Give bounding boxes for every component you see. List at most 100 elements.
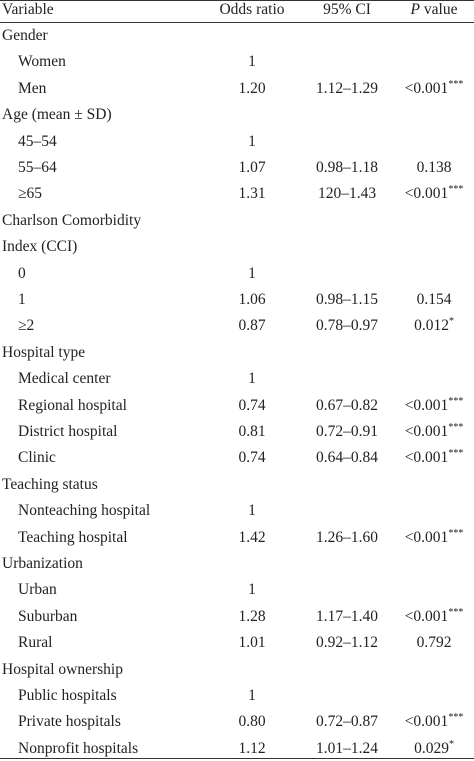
p-value-text: 0.029: [414, 739, 449, 757]
p-value-text: <0.001: [404, 607, 449, 625]
table-row: Men 1.20 1.12–1.29 <0.001***: [0, 79, 474, 101]
row-label: Women: [18, 53, 66, 71]
table-row: Teaching status: [0, 475, 474, 497]
ci-cell: 0.72–0.87: [316, 713, 378, 731]
significance-marker: ***: [448, 448, 464, 460]
row-label: Regional hospital: [18, 396, 127, 414]
odds-ratio-cell: 1.20: [238, 79, 266, 97]
p-value-text: <0.001: [404, 185, 449, 203]
odds-ratio-cell: 1.06: [238, 291, 266, 308]
header-p-letter: P: [410, 1, 421, 18]
table-row: Index (CCI): [0, 237, 474, 259]
table-row: Women 1: [0, 52, 474, 74]
row-label: Private hospitals: [18, 713, 121, 731]
odds-ratio-cell: 1.28: [238, 607, 266, 625]
row-label: Rural: [18, 634, 53, 652]
p-value-text: 0.138: [416, 159, 452, 176]
odds-ratio-cell: 1: [248, 687, 256, 704]
row-label: 1: [18, 291, 26, 308]
p-value-cell: 0.012*: [414, 316, 454, 336]
ci-cell: 0.67–0.82: [316, 396, 378, 414]
ci-cell: 1.17–1.40: [316, 607, 378, 625]
row-label: Nonprofit hospitals: [18, 739, 139, 757]
row-label: Public hospitals: [18, 687, 117, 704]
row-label: Teaching hospital: [18, 528, 128, 546]
p-value-cell: <0.001***: [405, 607, 464, 627]
odds-ratio-cell: 0.87: [238, 317, 266, 335]
group-label: Gender: [2, 27, 48, 44]
significance-marker: ***: [448, 395, 464, 407]
row-label: 0: [18, 264, 26, 282]
table-row: Nonteaching hospital 1: [0, 501, 474, 523]
table-header: Variable Odds ratio 95% CI P value: [0, 0, 474, 22]
header-variable: Variable: [2, 1, 54, 18]
odds-ratio-cell: 1.31: [238, 185, 266, 203]
odds-ratio-cell: 1: [248, 502, 256, 520]
p-value-cell: 0.138: [417, 158, 452, 178]
odds-ratio-cell: 1: [248, 581, 256, 599]
p-value-cell: 0.792: [417, 633, 452, 653]
row-label: Men: [18, 79, 47, 97]
table-row: Urban 1: [0, 580, 474, 602]
group-label: Index (CCI): [2, 238, 78, 256]
p-value-cell: 0.154: [417, 290, 452, 310]
p-value-cell: <0.001***: [405, 79, 464, 99]
row-label: Suburban: [18, 607, 78, 625]
ci-cell: 0.92–1.12: [316, 634, 378, 652]
table-header-rule: [0, 22, 474, 23]
header-ci: 95% CI: [323, 1, 371, 18]
table-row: Urbanization: [0, 554, 474, 576]
p-value-text: <0.001: [404, 449, 449, 467]
row-label: District hospital: [18, 423, 118, 440]
significance-marker: ***: [448, 78, 464, 90]
p-value-text: <0.001: [404, 713, 449, 731]
odds-ratio-cell: 0.81: [238, 423, 266, 440]
group-label: Hospital type: [2, 343, 86, 361]
odds-ratio-cell: 1.07: [238, 159, 266, 176]
ci-cell: 0.98–1.15: [316, 291, 378, 308]
table-row: ≥2 0.87 0.78–0.97 0.012*: [0, 316, 474, 338]
ci-cell: 0.98–1.18: [316, 159, 378, 176]
header-p-value-text: value: [420, 1, 458, 18]
p-value-cell: <0.001***: [405, 396, 464, 416]
group-label: Teaching status: [2, 475, 98, 493]
table-row: Suburban 1.28 1.17–1.40 <0.001***: [0, 607, 474, 629]
table-row: Teaching hospital 1.42 1.26–1.60 <0.001***: [0, 528, 474, 550]
table-row: Clinic 0.74 0.64–0.84 <0.001***: [0, 448, 474, 470]
ci-cell: 120–1.43: [317, 185, 377, 203]
ci-cell: 1.01–1.24: [316, 739, 378, 757]
ci-cell: 1.26–1.60: [316, 528, 378, 546]
table-row: District hospital 0.81 0.72–0.91 <0.001***: [0, 422, 474, 444]
p-value-cell: <0.001***: [405, 184, 464, 204]
p-value-cell: <0.001***: [405, 712, 464, 732]
odds-ratio-cell: 0.74: [238, 396, 266, 414]
table-row: 55–64 1.07 0.98–1.18 0.138: [0, 158, 474, 180]
p-value-text: <0.001: [404, 79, 449, 97]
table-row: Hospital type: [0, 343, 474, 365]
p-value-text: 0.012: [414, 317, 449, 335]
ci-cell: 0.72–0.91: [316, 423, 378, 440]
significance-marker: ***: [448, 184, 464, 196]
table-row: Rural 1.01 0.92–1.12 0.792: [0, 633, 474, 655]
p-value-cell: 0.029*: [414, 739, 454, 759]
table-row: 1 1.06 0.98–1.15 0.154: [0, 290, 474, 312]
header-odds-ratio: Odds ratio: [219, 1, 285, 18]
odds-ratio-cell: 1.42: [238, 528, 266, 546]
group-label: Age (mean ± SD): [2, 106, 112, 124]
table-row: Regional hospital 0.74 0.67–0.82 <0.001***: [0, 396, 474, 418]
significance-marker: *: [448, 316, 454, 328]
table-row: Nonprofit hospitals 1.12 1.01–1.24 0.029*: [0, 739, 474, 761]
p-value-cell: <0.001***: [405, 422, 464, 442]
table-row: Age (mean ± SD): [0, 105, 474, 127]
row-label: ≥2: [18, 317, 35, 335]
odds-ratio-cell: 0.80: [238, 713, 266, 731]
table-row: 45–54 1: [0, 132, 474, 154]
odds-ratio-cell: 1: [248, 264, 256, 282]
p-value-text: 0.154: [416, 291, 452, 308]
odds-ratio-cell: 1: [248, 53, 256, 71]
p-value-cell: <0.001***: [405, 448, 464, 468]
ci-cell: 1.12–1.29: [316, 79, 378, 97]
table-row: Charlson Comorbidity: [0, 211, 474, 233]
ci-cell: 0.64–0.84: [316, 449, 378, 467]
p-value-text: 0.792: [416, 634, 452, 652]
